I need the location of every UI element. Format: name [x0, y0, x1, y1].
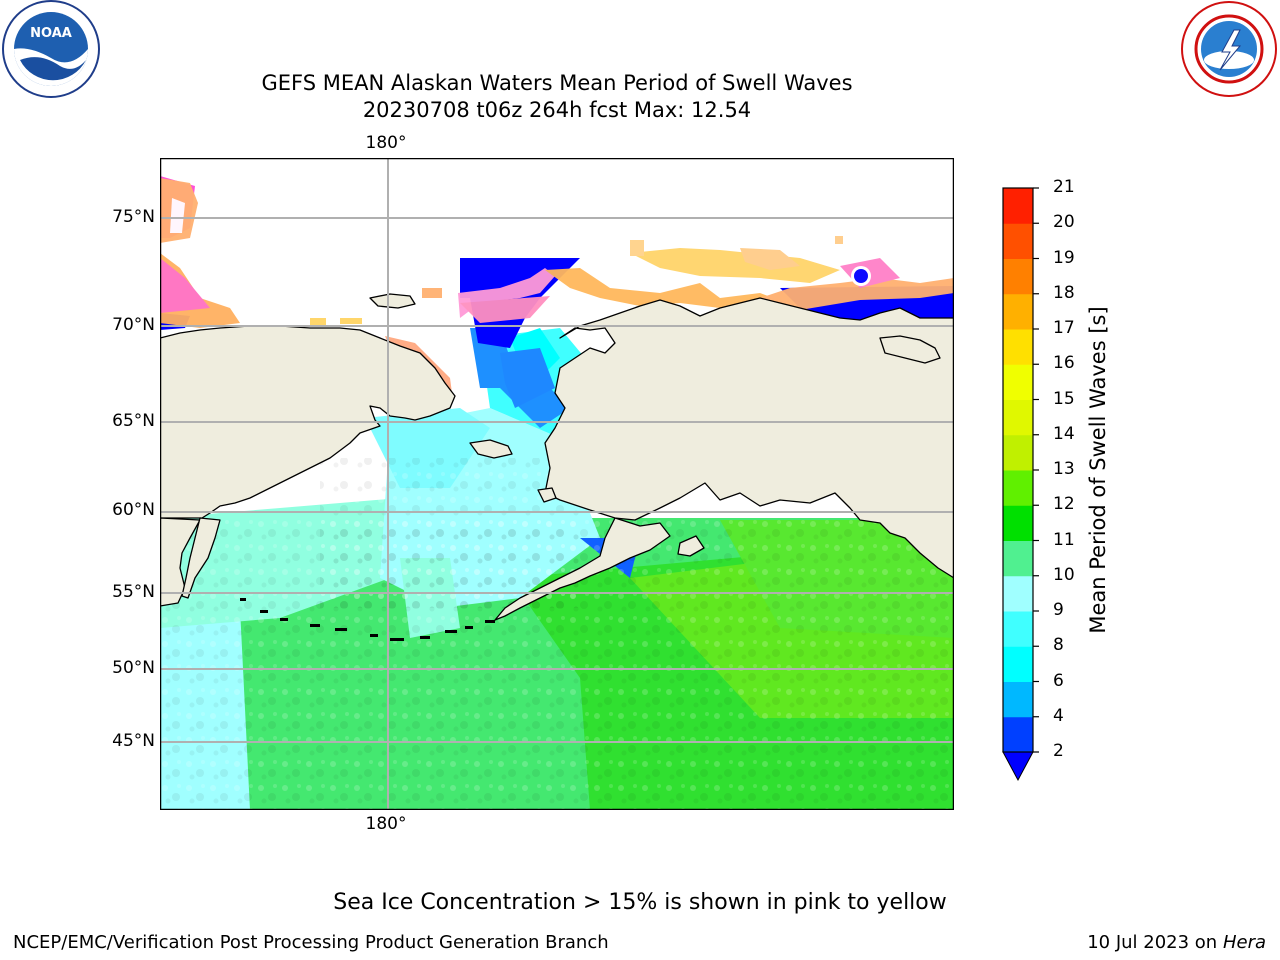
colorbar-tick-label: 9 — [1053, 600, 1064, 620]
lon-label-top: 180° — [365, 133, 407, 153]
lat-label-45: 45°N — [112, 731, 155, 751]
colorbar-tick-label: 8 — [1053, 635, 1064, 656]
colorbar-band — [1003, 399, 1033, 436]
colorbar-band — [1003, 470, 1033, 506]
lat-label-70: 70°N — [112, 315, 155, 335]
footer-left: NCEP/EMC/Verification Post Processing Pr… — [13, 932, 609, 953]
lat-label-55: 55°N — [112, 582, 155, 602]
colorbar-band — [1003, 293, 1033, 330]
lat-label-50: 50°N — [112, 658, 155, 678]
footer-machine: Hera — [1222, 932, 1266, 953]
footer-right: 10 Jul 2023 on Hera — [1087, 932, 1266, 953]
map-frame — [160, 158, 954, 810]
colorbar-tick-label: 2 — [1053, 741, 1064, 761]
colorbar-tick-label: 19 — [1053, 247, 1075, 268]
aleutian-islands — [240, 598, 495, 641]
svg-text:NOAA: NOAA — [30, 26, 72, 41]
colorbar-band — [1003, 223, 1033, 259]
lon-label-bottom: 180° — [365, 814, 407, 834]
colorbar-band — [1003, 258, 1033, 295]
gridlines — [160, 158, 954, 810]
colorbar-tick-label: 10 — [1053, 564, 1075, 585]
colorbar-tick-label: 20 — [1053, 212, 1075, 233]
colorbar-band — [1003, 364, 1033, 400]
colorbar-tick-label: 4 — [1053, 705, 1064, 726]
colorbar-band — [1003, 575, 1033, 612]
chart-title: GEFS MEAN Alaskan Waters Mean Period of … — [261, 71, 853, 95]
lat-label-60: 60°N — [112, 500, 155, 520]
colorbar-label: Mean Period of Swell Waves [s] — [1086, 306, 1110, 634]
colorbar-band — [1003, 434, 1033, 471]
colorbar-tick-label: 13 — [1053, 459, 1075, 479]
swell-period-map — [160, 158, 954, 810]
colorbar-band — [1003, 329, 1033, 365]
nws-logo — [1181, 1, 1277, 97]
colorbar — [1002, 187, 1039, 782]
colorbar-tick-label: 12 — [1053, 494, 1075, 515]
colorbar-tick-label: 14 — [1053, 423, 1075, 444]
colorbar-tick-label: 15 — [1053, 388, 1075, 409]
lat-label-75: 75°N — [112, 207, 155, 227]
lat-label-65: 65°N — [112, 411, 155, 431]
colorbar-band — [1003, 681, 1033, 718]
colorbar-under-arrow — [1002, 751, 1034, 782]
colorbar-tick-label: 21 — [1053, 177, 1075, 197]
noaa-logo: NOAA — [2, 0, 100, 98]
sea-ice-note: Sea Ice Concentration > 15% is shown in … — [333, 890, 947, 915]
colorbar-band — [1003, 505, 1033, 541]
colorbar-tick-label: 16 — [1053, 353, 1075, 374]
footer-date: 10 Jul 2023 on — [1087, 932, 1223, 953]
colorbar-band — [1003, 188, 1033, 224]
colorbar-band — [1003, 611, 1033, 647]
colorbar-tick-label: 18 — [1053, 282, 1075, 303]
colorbar-tick-label: 17 — [1053, 318, 1075, 338]
colorbar-tick-label: 6 — [1053, 670, 1064, 691]
colorbar-band — [1003, 646, 1033, 682]
chart-subtitle: 20230708 t06z 264h fcst Max: 12.54 — [362, 98, 752, 122]
colorbar-tick-label: 11 — [1053, 529, 1075, 550]
colorbar-band — [1003, 716, 1033, 753]
colorbar-band — [1003, 540, 1033, 577]
